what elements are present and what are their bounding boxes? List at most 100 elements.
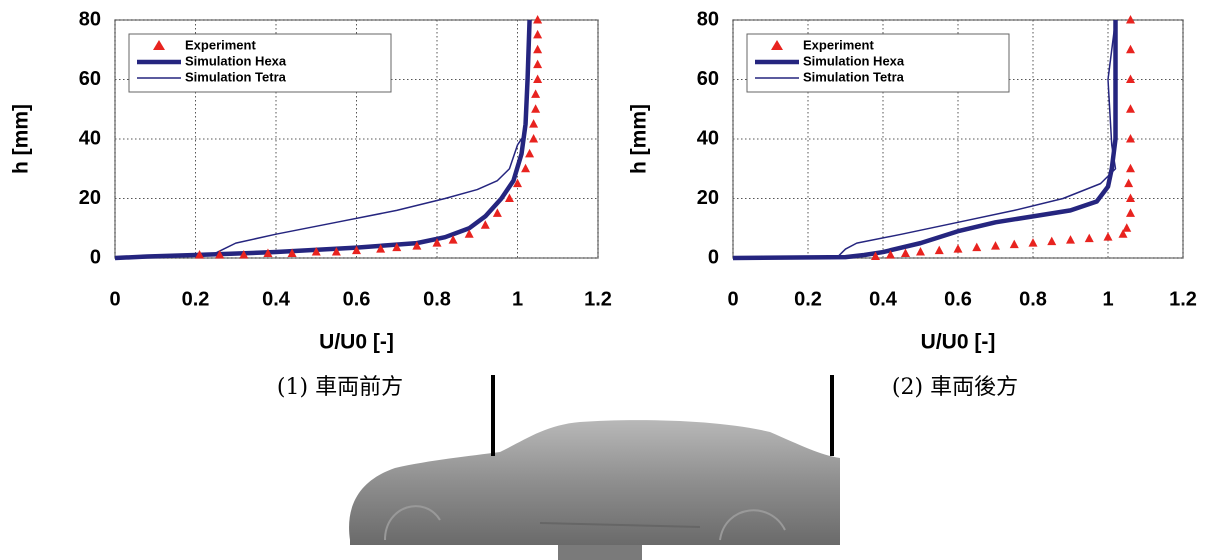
x-tick-label: 0.6 <box>343 288 371 310</box>
car-model <box>349 375 840 560</box>
x-tick-label: 0.6 <box>944 288 972 310</box>
legend-label: Experiment <box>185 37 256 52</box>
x-tick-label: 0.2 <box>794 288 822 310</box>
y-tick-label: 80 <box>79 8 101 30</box>
car-sill <box>539 522 701 528</box>
data-point <box>533 59 543 69</box>
data-point <box>352 245 361 255</box>
series-line <box>732 20 1118 261</box>
data-point <box>412 241 422 250</box>
x-tick-label: 0.2 <box>182 288 210 310</box>
y-tick-label: 40 <box>697 127 719 149</box>
y-tick-label: 20 <box>79 187 101 209</box>
chart: 0 20 40 60 80 0 0.2 0.4 0.6 0.8 1 1.2 U/U0 [-] h [mm]… <box>10 8 612 400</box>
x-tick-label: 1 <box>512 288 523 310</box>
data-point <box>521 163 531 173</box>
caption: (2) 車両後方 <box>892 375 1018 400</box>
data-point <box>991 241 1000 250</box>
x-tick-label: 0.4 <box>262 288 291 310</box>
data-point <box>1103 232 1113 241</box>
car-body <box>349 420 840 545</box>
car-wheel-arches <box>384 505 786 541</box>
data-point <box>1126 104 1135 113</box>
x-axis-label: U/U0 [-] <box>921 331 996 354</box>
y-axis-label: h [mm] <box>628 104 651 174</box>
y-tick-label: 60 <box>79 68 101 90</box>
data-point <box>464 229 474 238</box>
y-tick-label: 20 <box>697 187 719 209</box>
data-point <box>972 242 982 252</box>
legend-marker <box>153 40 165 50</box>
data-point <box>1126 74 1135 83</box>
data-point <box>1126 208 1135 217</box>
data-point <box>215 250 225 259</box>
data-point <box>1118 229 1128 238</box>
data-point <box>1124 178 1134 188</box>
data-point <box>1084 233 1094 243</box>
x-tick-label: 1 <box>1102 288 1113 310</box>
y-tick-label: 0 <box>90 246 101 268</box>
data-point <box>1009 239 1019 249</box>
data-point <box>1047 236 1057 246</box>
data-point <box>239 250 249 259</box>
legend-label: Simulation Tetra <box>803 69 905 84</box>
x-tick-label: 0 <box>727 288 738 310</box>
legend-label: Experiment <box>803 37 874 52</box>
data-point <box>1028 238 1038 247</box>
data-point <box>392 242 402 252</box>
data-point <box>448 235 458 244</box>
data-point <box>195 250 205 259</box>
data-point <box>916 247 925 256</box>
x-tick-label: 1.2 <box>584 288 612 310</box>
data-point <box>480 220 490 229</box>
data-point <box>263 248 273 258</box>
legend-label: Simulation Hexa <box>803 53 905 68</box>
data-point <box>492 208 502 217</box>
data-point <box>1126 15 1135 24</box>
data-point <box>531 89 541 98</box>
chart: 0 20 40 60 80 0 0.2 0.4 0.6 0.8 1 1.2 U/U0 [-] h [mm]… <box>628 8 1197 400</box>
data-point <box>901 248 910 258</box>
data-point <box>529 119 539 128</box>
data-point <box>533 44 543 54</box>
data-point <box>311 247 321 256</box>
data-point <box>432 238 442 247</box>
x-tick-label: 0.8 <box>423 288 451 310</box>
series-line <box>114 19 531 259</box>
data-point <box>1126 134 1135 143</box>
data-point <box>287 248 297 258</box>
data-point <box>1126 193 1135 202</box>
data-point <box>331 247 341 256</box>
y-tick-label: 60 <box>697 68 719 90</box>
data-point <box>1122 223 1132 232</box>
data-point <box>531 104 541 113</box>
data-point <box>1126 44 1135 54</box>
data-point <box>871 251 880 261</box>
data-point <box>513 178 522 188</box>
data-point <box>1066 235 1075 244</box>
caption: (1) 車両前方 <box>277 375 403 400</box>
x-tick-label: 0.4 <box>869 288 898 310</box>
legend-marker <box>771 40 783 50</box>
data-point <box>533 74 543 83</box>
x-tick-label: 0.8 <box>1019 288 1047 310</box>
y-tick-label: 0 <box>708 246 719 268</box>
x-axis-label: U/U0 [-] <box>319 331 394 354</box>
legend-label: Simulation Tetra <box>185 69 287 84</box>
data-point <box>533 15 543 24</box>
data-point <box>525 148 535 158</box>
y-tick-label: 80 <box>697 8 719 30</box>
data-point <box>529 134 539 143</box>
data-point <box>934 245 944 255</box>
data-point <box>533 29 543 39</box>
y-axis-label: h [mm] <box>10 104 33 174</box>
legend-label: Simulation Hexa <box>185 53 287 68</box>
y-tick-label: 40 <box>79 127 101 149</box>
x-tick-label: 1.2 <box>1169 288 1197 310</box>
data-point <box>886 250 895 259</box>
data-point <box>1126 163 1135 173</box>
data-point <box>376 244 386 253</box>
x-tick-label: 0 <box>109 288 120 310</box>
series-line <box>732 19 1117 259</box>
data-point <box>953 244 963 253</box>
